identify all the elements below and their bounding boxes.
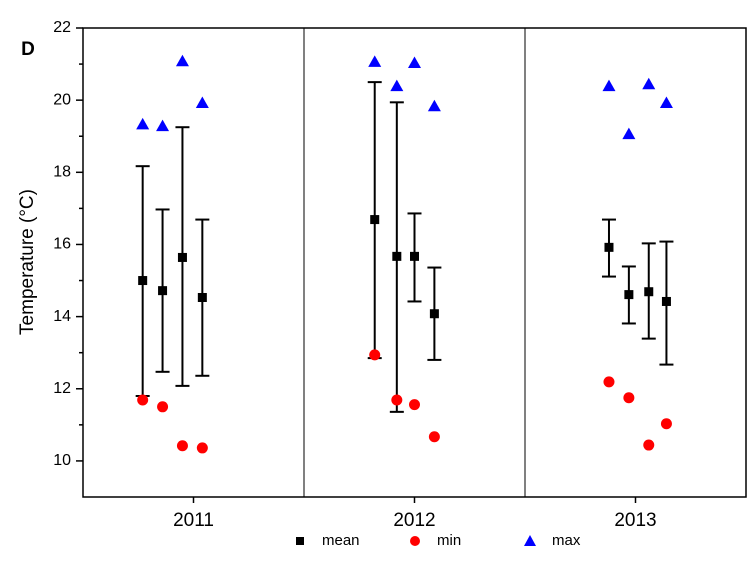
legend-symbol xyxy=(524,535,536,546)
mean-marker xyxy=(604,242,614,252)
panel-label: D xyxy=(21,39,35,60)
mean-marker xyxy=(138,276,148,286)
legend-symbol xyxy=(296,537,304,545)
legend-symbol xyxy=(410,536,420,546)
min-marker xyxy=(623,392,635,404)
mean-marker xyxy=(661,296,671,306)
y-tick-label: 18 xyxy=(53,164,71,181)
x-tick-label: 2013 xyxy=(614,510,656,531)
mean-marker xyxy=(392,251,402,261)
y-tick-label: 22 xyxy=(53,19,71,36)
max-marker xyxy=(408,56,421,68)
max-marker xyxy=(390,79,404,92)
min-marker xyxy=(137,394,149,406)
min-marker xyxy=(157,401,169,413)
mean-marker xyxy=(197,292,207,302)
legend-label: min xyxy=(437,532,461,549)
y-tick-label: 12 xyxy=(53,380,71,397)
min-marker xyxy=(643,439,655,451)
max-marker xyxy=(622,127,636,140)
x-tick-label: 2011 xyxy=(173,510,214,531)
legend-label: mean xyxy=(322,532,360,549)
max-marker xyxy=(368,55,382,67)
max-marker xyxy=(602,79,616,92)
min-marker xyxy=(409,399,420,411)
mean-marker xyxy=(177,252,187,262)
min-marker xyxy=(428,431,440,443)
max-marker xyxy=(659,96,673,109)
y-tick-label: 20 xyxy=(53,91,71,108)
mean-marker xyxy=(624,290,634,300)
mean-marker xyxy=(370,215,380,225)
max-marker xyxy=(195,96,209,109)
legend-label: max xyxy=(552,532,581,549)
min-marker xyxy=(603,376,615,388)
y-tick-label: 16 xyxy=(53,236,71,253)
min-marker xyxy=(196,442,208,454)
min-marker xyxy=(660,418,672,430)
mean-marker xyxy=(644,287,654,297)
max-marker xyxy=(427,99,441,112)
max-marker xyxy=(175,54,189,67)
x-tick-label: 2012 xyxy=(393,510,435,531)
max-marker xyxy=(136,117,150,130)
min-marker xyxy=(369,349,381,361)
mean-marker xyxy=(429,309,439,319)
y-tick-label: 10 xyxy=(53,452,71,469)
min-marker xyxy=(176,440,188,452)
max-marker xyxy=(642,77,656,90)
mean-marker xyxy=(410,251,419,261)
max-marker xyxy=(156,119,170,132)
y-axis-label: Temperature (°C) xyxy=(17,189,38,335)
min-marker xyxy=(391,394,403,406)
y-tick-label: 14 xyxy=(53,308,71,325)
mean-marker xyxy=(158,286,168,296)
